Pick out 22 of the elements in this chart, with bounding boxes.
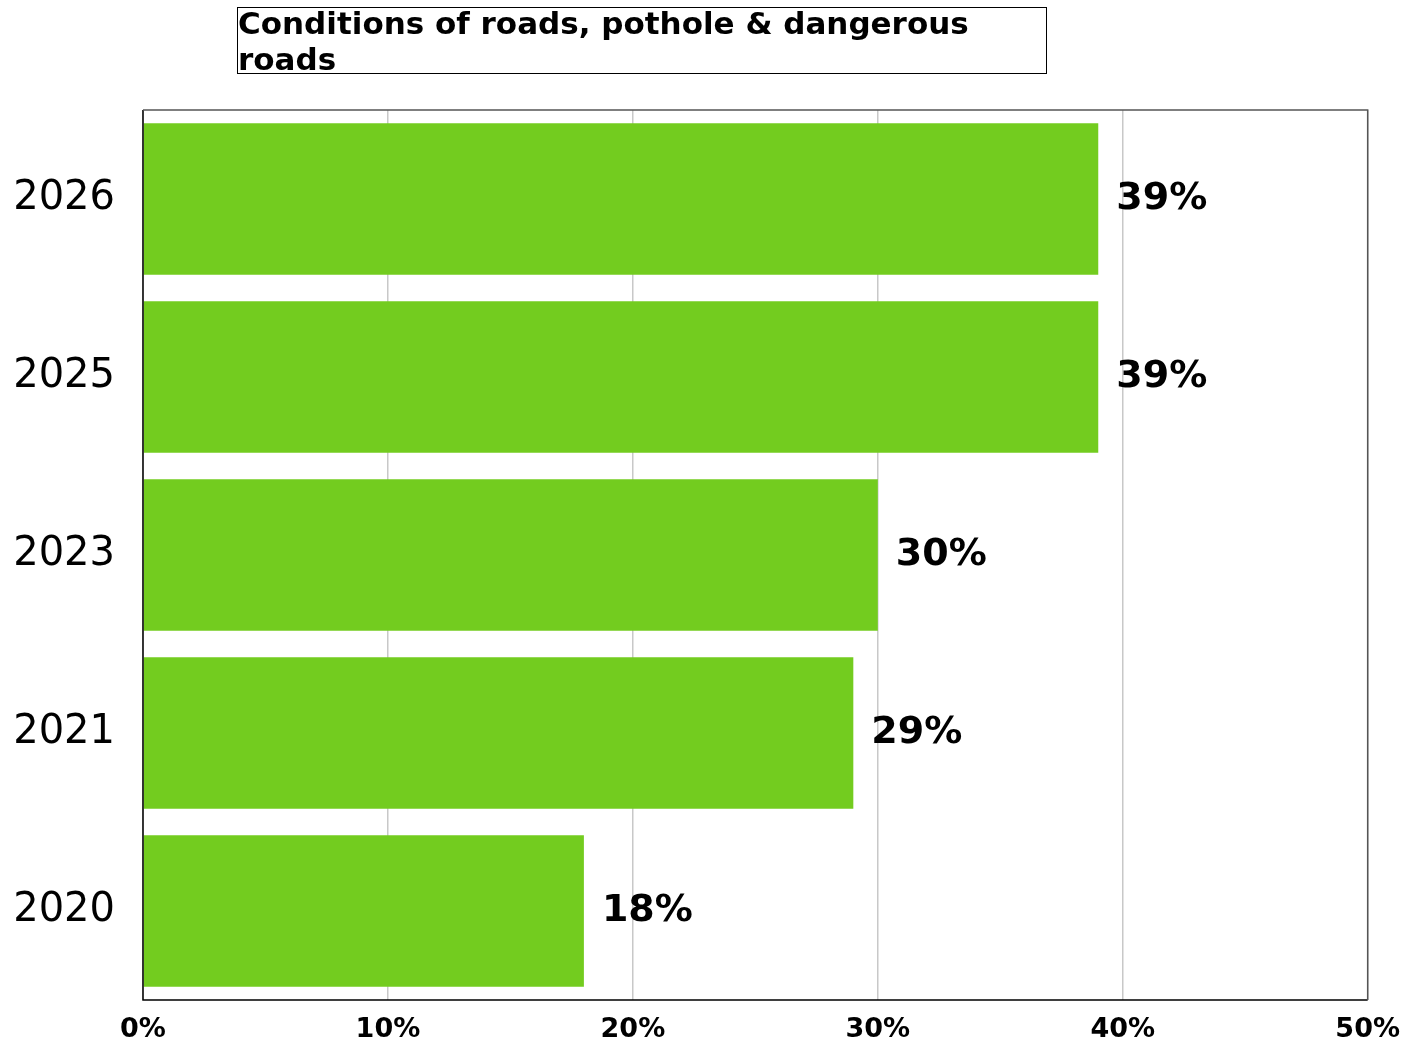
bar [143,835,584,987]
y-tick-label: 2026 [13,172,115,219]
data-label: 30% [895,529,987,574]
x-tick-label: 0% [120,1012,166,1044]
x-tick-label: 50% [1335,1012,1401,1044]
bar [143,657,854,809]
chart-title: Conditions of roads, pothole & dangerous roads [237,4,1047,77]
data-label: 39% [1116,173,1208,218]
bar [143,123,1099,275]
x-tick-label: 30% [845,1012,911,1044]
x-tick-label: 20% [600,1012,666,1044]
y-tick-label: 2023 [13,528,115,575]
data-label: 18% [601,885,693,930]
x-tick-label: 10% [355,1012,421,1044]
x-tick-label: 40% [1090,1012,1156,1044]
bar [143,301,1099,453]
data-label: 29% [871,707,963,752]
y-tick-label: 2021 [13,706,115,753]
data-label: 39% [1116,351,1208,396]
y-tick-label: 2025 [13,350,115,397]
y-tick-label: 2020 [13,884,115,931]
bar [143,479,878,631]
